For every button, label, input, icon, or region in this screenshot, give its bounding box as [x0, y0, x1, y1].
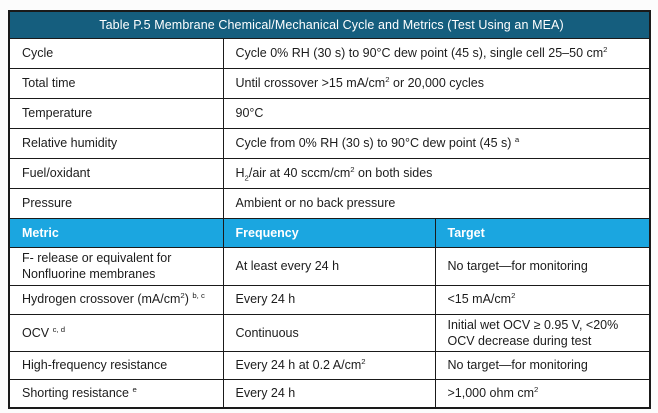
- metric-name-cell: Shorting resistance e: [8, 379, 224, 408]
- table-title: Table P.5 Membrane Chemical/Mechanical C…: [8, 10, 651, 39]
- metric-target-cell: No target—for monitoring: [434, 351, 651, 380]
- spec-label-cell: Pressure: [8, 188, 224, 219]
- metric-target-cell: >1,000 ohm cm2: [434, 379, 651, 408]
- spec-value-cell: H2/air at 40 sccm/cm2 on both sides: [222, 158, 651, 189]
- metric-table-row: High-frequency resistance Every 24 h at …: [8, 351, 651, 380]
- spec-table-row: Pressure Ambient or no back pressure: [8, 188, 651, 219]
- metric-name-cell: High-frequency resistance: [8, 351, 224, 380]
- metric-name-cell: OCV c, d: [8, 313, 224, 352]
- spec-label-cell: Relative humidity: [8, 128, 224, 159]
- spec-table-row: Cycle Cycle 0% RH (30 s) to 90°C dew poi…: [8, 38, 651, 69]
- target-column-header: Target: [434, 218, 651, 248]
- metric-target-cell: <15 mA/cm2: [434, 284, 651, 315]
- document-table-container: Table P.5 Membrane Chemical/Mechanical C…: [8, 10, 652, 409]
- metric-target-cell: No target—for monitoring: [434, 247, 651, 286]
- metric-table-row: Shorting resistance e Every 24 h >1,000 …: [8, 379, 651, 408]
- table-title-row: Table P.5 Membrane Chemical/Mechanical C…: [8, 10, 651, 39]
- spec-value-cell: Until crossover >15 mA/cm2 or 20,000 cyc…: [222, 68, 651, 99]
- membrane-cycle-metrics-table: Table P.5 Membrane Chemical/Mechanical C…: [8, 10, 652, 409]
- spec-section: Cycle Cycle 0% RH (30 s) to 90°C dew poi…: [8, 38, 651, 219]
- metric-table-row: Hydrogen crossover (mA/cm2) b, c Every 2…: [8, 284, 651, 315]
- spec-table-row: Relative humidity Cycle from 0% RH (30 s…: [8, 128, 651, 159]
- metric-frequency-cell: Every 24 h: [222, 379, 436, 408]
- metric-frequency-cell: At least every 24 h: [222, 247, 436, 286]
- metric-frequency-cell: Continuous: [222, 313, 436, 352]
- metric-header-row: Metric Frequency Target: [8, 218, 651, 248]
- metric-column-header: Metric: [8, 218, 224, 248]
- metric-name-cell: Hydrogen crossover (mA/cm2) b, c: [8, 284, 224, 315]
- frequency-column-header: Frequency: [222, 218, 436, 248]
- metric-section: F- release or equivalent for Nonfluorine…: [8, 247, 651, 408]
- metric-table-row: F- release or equivalent for Nonfluorine…: [8, 247, 651, 286]
- spec-label-cell: Total time: [8, 68, 224, 99]
- spec-table-row: Fuel/oxidant H2/air at 40 sccm/cm2 on bo…: [8, 158, 651, 189]
- metric-target-cell: Initial wet OCV ≥ 0.95 V, <20% OCV decre…: [434, 313, 651, 352]
- spec-label-cell: Fuel/oxidant: [8, 158, 224, 189]
- spec-label-cell: Temperature: [8, 98, 224, 129]
- metric-frequency-cell: Every 24 h: [222, 284, 436, 315]
- spec-value-cell: Ambient or no back pressure: [222, 188, 651, 219]
- spec-value-cell: Cycle from 0% RH (30 s) to 90°C dew poin…: [222, 128, 651, 159]
- spec-label-cell: Cycle: [8, 38, 224, 69]
- metric-frequency-cell: Every 24 h at 0.2 A/cm2: [222, 351, 436, 380]
- spec-table-row: Temperature 90°C: [8, 98, 651, 129]
- spec-table-row: Total time Until crossover >15 mA/cm2 or…: [8, 68, 651, 99]
- spec-value-cell: 90°C: [222, 98, 651, 129]
- metric-table-row: OCV c, d Continuous Initial wet OCV ≥ 0.…: [8, 313, 651, 352]
- metric-name-cell: F- release or equivalent for Nonfluorine…: [8, 247, 224, 286]
- spec-value-cell: Cycle 0% RH (30 s) to 90°C dew point (45…: [222, 38, 651, 69]
